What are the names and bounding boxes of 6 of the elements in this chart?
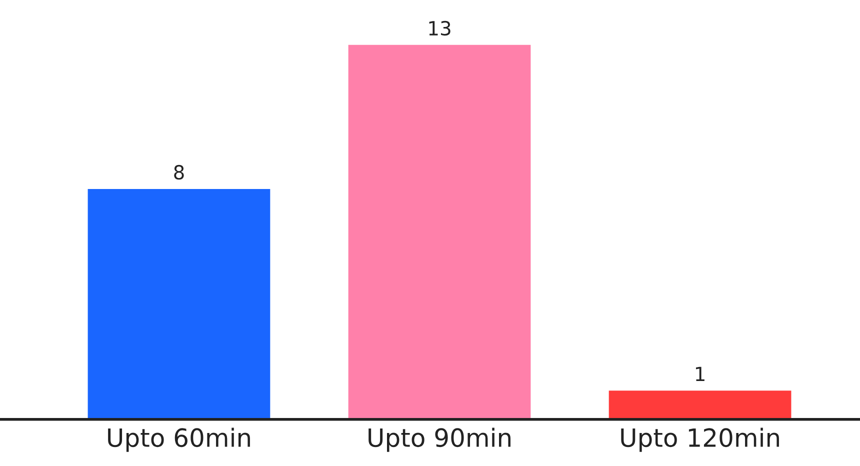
x-tick-label: Upto 120min bbox=[621, 428, 779, 452]
data-label: 1 bbox=[696, 366, 704, 381]
data-label: 8 bbox=[174, 164, 184, 180]
x-tick-label: Upto 90min bbox=[368, 428, 510, 452]
data-label: 13 bbox=[429, 20, 450, 36]
x-tick-label: Upto 60min bbox=[108, 428, 250, 452]
